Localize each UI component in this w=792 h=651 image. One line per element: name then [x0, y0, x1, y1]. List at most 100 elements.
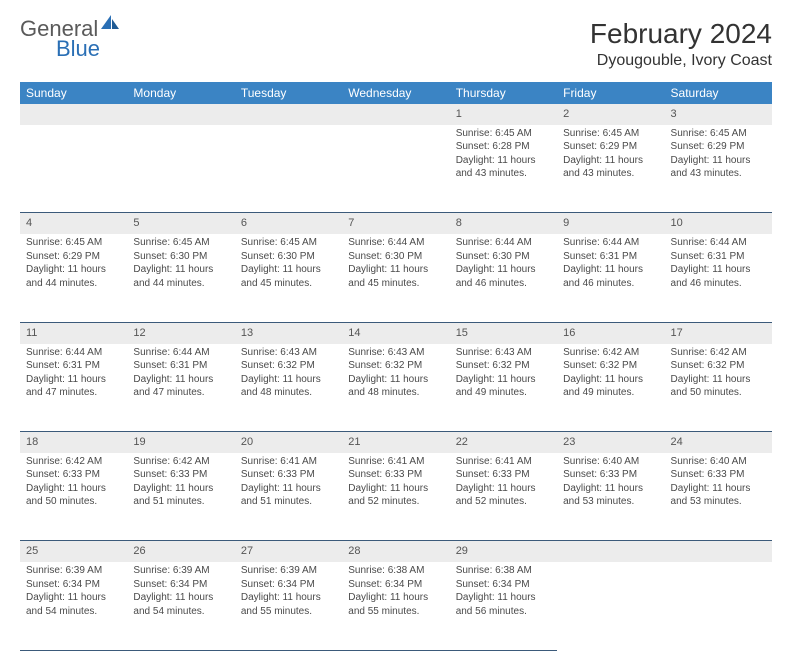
daylight-text: Daylight: 11 hours and 54 minutes.: [133, 591, 228, 618]
sunrise-text: Sunrise: 6:45 AM: [563, 127, 658, 141]
sunrise-text: Sunrise: 6:44 AM: [671, 236, 766, 250]
sunset-text: Sunset: 6:31 PM: [26, 359, 121, 373]
day-number-cell: 17: [665, 322, 772, 343]
day-body-cell: Sunrise: 6:40 AMSunset: 6:33 PMDaylight:…: [557, 453, 664, 541]
sunrise-text: Sunrise: 6:39 AM: [133, 564, 228, 578]
daylight-text: Daylight: 11 hours and 54 minutes.: [26, 591, 121, 618]
logo: GeneralBlue: [20, 18, 120, 60]
day-body-cell: Sunrise: 6:45 AMSunset: 6:29 PMDaylight:…: [557, 125, 664, 213]
sunset-text: Sunset: 6:33 PM: [671, 468, 766, 482]
day-number-row: 11121314151617: [20, 322, 772, 343]
day-body-row: Sunrise: 6:45 AMSunset: 6:29 PMDaylight:…: [20, 234, 772, 322]
logo-text-2: Blue: [56, 38, 120, 60]
day-body-cell: Sunrise: 6:39 AMSunset: 6:34 PMDaylight:…: [20, 562, 127, 650]
day-body-cell: Sunrise: 6:42 AMSunset: 6:32 PMDaylight:…: [665, 344, 772, 432]
sunrise-text: Sunrise: 6:40 AM: [563, 455, 658, 469]
daylight-text: Daylight: 11 hours and 55 minutes.: [241, 591, 336, 618]
weekday-header-row: Sunday Monday Tuesday Wednesday Thursday…: [20, 82, 772, 104]
daylight-text: Daylight: 11 hours and 46 minutes.: [563, 263, 658, 290]
day-number-cell: 26: [127, 541, 234, 562]
sunrise-text: Sunrise: 6:39 AM: [26, 564, 121, 578]
daylight-text: Daylight: 11 hours and 51 minutes.: [241, 482, 336, 509]
day-number-cell: 23: [557, 432, 664, 453]
day-number-cell: 4: [20, 213, 127, 234]
sunset-text: Sunset: 6:34 PM: [241, 578, 336, 592]
sunrise-text: Sunrise: 6:41 AM: [241, 455, 336, 469]
daylight-text: Daylight: 11 hours and 43 minutes.: [671, 154, 766, 181]
sunrise-text: Sunrise: 6:45 AM: [26, 236, 121, 250]
day-number-cell: [127, 104, 234, 125]
sunrise-text: Sunrise: 6:42 AM: [26, 455, 121, 469]
day-number-row: 18192021222324: [20, 432, 772, 453]
daylight-text: Daylight: 11 hours and 56 minutes.: [456, 591, 551, 618]
daylight-text: Daylight: 11 hours and 53 minutes.: [671, 482, 766, 509]
sunset-text: Sunset: 6:28 PM: [456, 140, 551, 154]
weekday-header: Wednesday: [342, 82, 449, 104]
day-number-cell: [342, 104, 449, 125]
day-number-cell: 29: [450, 541, 557, 562]
daylight-text: Daylight: 11 hours and 55 minutes.: [348, 591, 443, 618]
day-number-cell: 12: [127, 322, 234, 343]
daylight-text: Daylight: 11 hours and 48 minutes.: [348, 373, 443, 400]
day-number-cell: 14: [342, 322, 449, 343]
sunrise-text: Sunrise: 6:42 AM: [133, 455, 228, 469]
sunset-text: Sunset: 6:29 PM: [26, 250, 121, 264]
sunrise-text: Sunrise: 6:43 AM: [241, 346, 336, 360]
day-number-cell: 24: [665, 432, 772, 453]
daylight-text: Daylight: 11 hours and 46 minutes.: [671, 263, 766, 290]
day-body-cell: [665, 562, 772, 650]
sunset-text: Sunset: 6:33 PM: [456, 468, 551, 482]
daylight-text: Daylight: 11 hours and 46 minutes.: [456, 263, 551, 290]
day-body-cell: Sunrise: 6:45 AMSunset: 6:28 PMDaylight:…: [450, 125, 557, 213]
day-number-cell: 21: [342, 432, 449, 453]
daylight-text: Daylight: 11 hours and 50 minutes.: [671, 373, 766, 400]
day-number-cell: [235, 104, 342, 125]
weekday-header: Monday: [127, 82, 234, 104]
day-body-cell: Sunrise: 6:44 AMSunset: 6:30 PMDaylight:…: [450, 234, 557, 322]
daylight-text: Daylight: 11 hours and 45 minutes.: [241, 263, 336, 290]
sunset-text: Sunset: 6:32 PM: [348, 359, 443, 373]
weekday-header: Friday: [557, 82, 664, 104]
day-body-cell: [557, 562, 664, 650]
day-body-cell: Sunrise: 6:42 AMSunset: 6:33 PMDaylight:…: [20, 453, 127, 541]
day-number-cell: 18: [20, 432, 127, 453]
weekday-header: Tuesday: [235, 82, 342, 104]
day-number-cell: 22: [450, 432, 557, 453]
day-body-cell: Sunrise: 6:39 AMSunset: 6:34 PMDaylight:…: [235, 562, 342, 650]
daylight-text: Daylight: 11 hours and 47 minutes.: [26, 373, 121, 400]
sunset-text: Sunset: 6:29 PM: [563, 140, 658, 154]
daylight-text: Daylight: 11 hours and 44 minutes.: [26, 263, 121, 290]
day-body-cell: Sunrise: 6:43 AMSunset: 6:32 PMDaylight:…: [342, 344, 449, 432]
sunset-text: Sunset: 6:31 PM: [133, 359, 228, 373]
day-body-cell: Sunrise: 6:44 AMSunset: 6:31 PMDaylight:…: [127, 344, 234, 432]
sunset-text: Sunset: 6:29 PM: [671, 140, 766, 154]
sunrise-text: Sunrise: 6:43 AM: [348, 346, 443, 360]
sunrise-text: Sunrise: 6:44 AM: [133, 346, 228, 360]
day-body-cell: Sunrise: 6:44 AMSunset: 6:31 PMDaylight:…: [557, 234, 664, 322]
day-number-cell: 19: [127, 432, 234, 453]
day-body-row: Sunrise: 6:42 AMSunset: 6:33 PMDaylight:…: [20, 453, 772, 541]
day-body-cell: Sunrise: 6:45 AMSunset: 6:30 PMDaylight:…: [235, 234, 342, 322]
sunrise-text: Sunrise: 6:39 AM: [241, 564, 336, 578]
day-number-row: 2526272829: [20, 541, 772, 562]
day-number-cell: [665, 541, 772, 562]
day-body-cell: [235, 125, 342, 213]
day-number-cell: 25: [20, 541, 127, 562]
sunset-text: Sunset: 6:33 PM: [241, 468, 336, 482]
day-body-cell: Sunrise: 6:41 AMSunset: 6:33 PMDaylight:…: [235, 453, 342, 541]
day-number-cell: [557, 541, 664, 562]
daylight-text: Daylight: 11 hours and 43 minutes.: [456, 154, 551, 181]
sunrise-text: Sunrise: 6:45 AM: [133, 236, 228, 250]
sunset-text: Sunset: 6:34 PM: [26, 578, 121, 592]
day-number-cell: 9: [557, 213, 664, 234]
day-body-cell: Sunrise: 6:45 AMSunset: 6:30 PMDaylight:…: [127, 234, 234, 322]
day-body-cell: Sunrise: 6:44 AMSunset: 6:31 PMDaylight:…: [665, 234, 772, 322]
day-number-cell: 1: [450, 104, 557, 125]
sunset-text: Sunset: 6:30 PM: [241, 250, 336, 264]
sunset-text: Sunset: 6:30 PM: [133, 250, 228, 264]
sunrise-text: Sunrise: 6:44 AM: [456, 236, 551, 250]
page-header: GeneralBlue February 2024 Dyougouble, Iv…: [20, 18, 772, 70]
day-body-cell: Sunrise: 6:39 AMSunset: 6:34 PMDaylight:…: [127, 562, 234, 650]
day-number-cell: 13: [235, 322, 342, 343]
sunrise-text: Sunrise: 6:38 AM: [348, 564, 443, 578]
